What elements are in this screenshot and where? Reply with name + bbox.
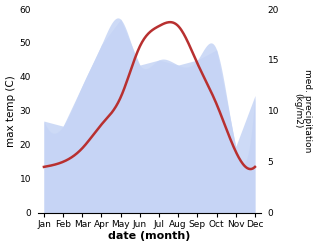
Y-axis label: med. precipitation
(kg/m2): med. precipitation (kg/m2) bbox=[293, 69, 313, 153]
X-axis label: date (month): date (month) bbox=[108, 231, 190, 242]
Y-axis label: max temp (C): max temp (C) bbox=[5, 75, 16, 147]
